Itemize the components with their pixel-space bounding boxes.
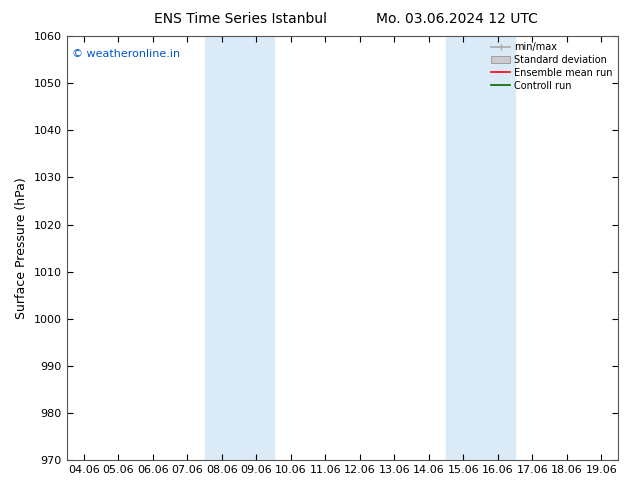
Text: ENS Time Series Istanbul: ENS Time Series Istanbul — [155, 12, 327, 26]
Bar — [205, 36, 273, 460]
Y-axis label: Surface Pressure (hPa): Surface Pressure (hPa) — [15, 177, 28, 319]
Text: © weatheronline.in: © weatheronline.in — [72, 49, 180, 59]
Legend: min/max, Standard deviation, Ensemble mean run, Controll run: min/max, Standard deviation, Ensemble me… — [487, 38, 616, 95]
Text: Mo. 03.06.2024 12 UTC: Mo. 03.06.2024 12 UTC — [375, 12, 538, 26]
Bar — [446, 36, 515, 460]
